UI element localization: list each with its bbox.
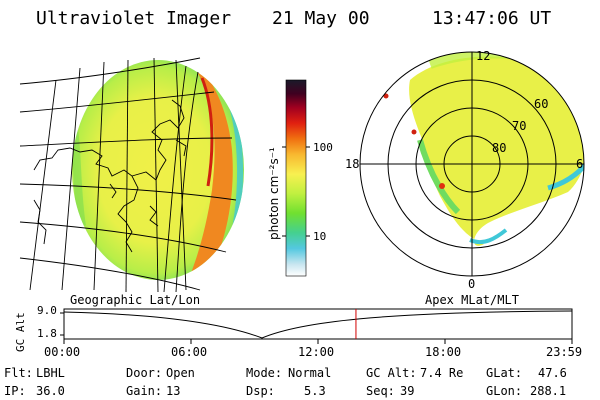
timeline-x-tick-1: 06:00	[171, 345, 208, 359]
colorbar-tick-100: 100	[313, 141, 333, 154]
lat-label-70: 70	[512, 119, 526, 133]
door-label: Door:	[126, 366, 163, 380]
instrument-title: Ultraviolet Imager	[36, 8, 232, 29]
coastlines	[33, 99, 187, 253]
ip-value: 36.0	[36, 384, 65, 398]
glat-label: GLat:	[486, 366, 523, 380]
lat-label-80: 80	[492, 141, 506, 155]
gain-label: Gain:	[126, 384, 163, 398]
colorbar-scale	[285, 79, 307, 277]
timeline-x-tick-4: 23:59	[546, 345, 583, 359]
time-label: 13:47:06 UT	[432, 8, 552, 29]
timeline-tick-1-8: 1.8	[37, 327, 57, 340]
flt-label: Flt:	[4, 366, 33, 380]
mlt-label-18: 18	[345, 157, 359, 171]
polar-plot: 60 70 80 12 18 6 0	[345, 49, 585, 291]
gc-alt-value: 7.4 Re	[420, 366, 464, 380]
gc-alt-label: GC Alt:	[366, 366, 417, 380]
glon-label: GLon:	[486, 384, 523, 398]
ip-label: IP:	[4, 384, 26, 398]
mode-label: Mode:	[246, 366, 283, 380]
timeline-y-axis-label: GC Alt	[14, 312, 27, 352]
orbit-timeline	[60, 308, 573, 344]
flt-value: LBHL	[36, 366, 65, 380]
mlt-label-6: 6	[576, 157, 583, 171]
bright-spot	[383, 93, 389, 99]
geographic-grid	[19, 57, 237, 293]
auroral-oval	[188, 66, 233, 280]
timeline-left-title: Geographic Lat/Lon	[70, 293, 201, 307]
timeline-right-title: Apex MLat/MLT	[425, 293, 519, 307]
colorbar-unit-label: photon cm⁻²s⁻¹	[267, 147, 281, 240]
seq-label: Seq:	[366, 384, 395, 398]
earth-disk	[72, 60, 244, 280]
seq-value: 39	[400, 384, 415, 398]
colorbar-tick-10: 10	[313, 230, 326, 243]
timeline-x-tick-3: 18:00	[425, 345, 462, 359]
dsp-label: Dsp:	[246, 384, 275, 398]
polar-auroral-emission	[409, 56, 584, 246]
dsp-value: 5.3	[304, 384, 326, 398]
gain-value: 13	[166, 384, 181, 398]
earth-image	[19, 57, 244, 293]
date-label: 21 May 00	[272, 8, 370, 29]
timeline-tick-9: 9.0	[37, 304, 57, 317]
lat-label-60: 60	[534, 97, 548, 111]
door-value: Open	[166, 366, 195, 380]
auroral-peak	[200, 77, 214, 187]
altitude-curve	[63, 310, 573, 339]
mlt-label-0: 0	[468, 277, 475, 291]
mode-value: Normal	[288, 366, 332, 380]
mlt-label-12: 12	[476, 49, 490, 63]
glon-value: 288.1	[530, 384, 567, 398]
timeline-x-tick-2: 12:00	[298, 345, 335, 359]
timeline-x-tick-0: 00:00	[44, 345, 81, 359]
colorbar: 100 10 photon cm⁻²s⁻¹	[267, 79, 333, 277]
glat-value: 47.6	[538, 366, 567, 380]
